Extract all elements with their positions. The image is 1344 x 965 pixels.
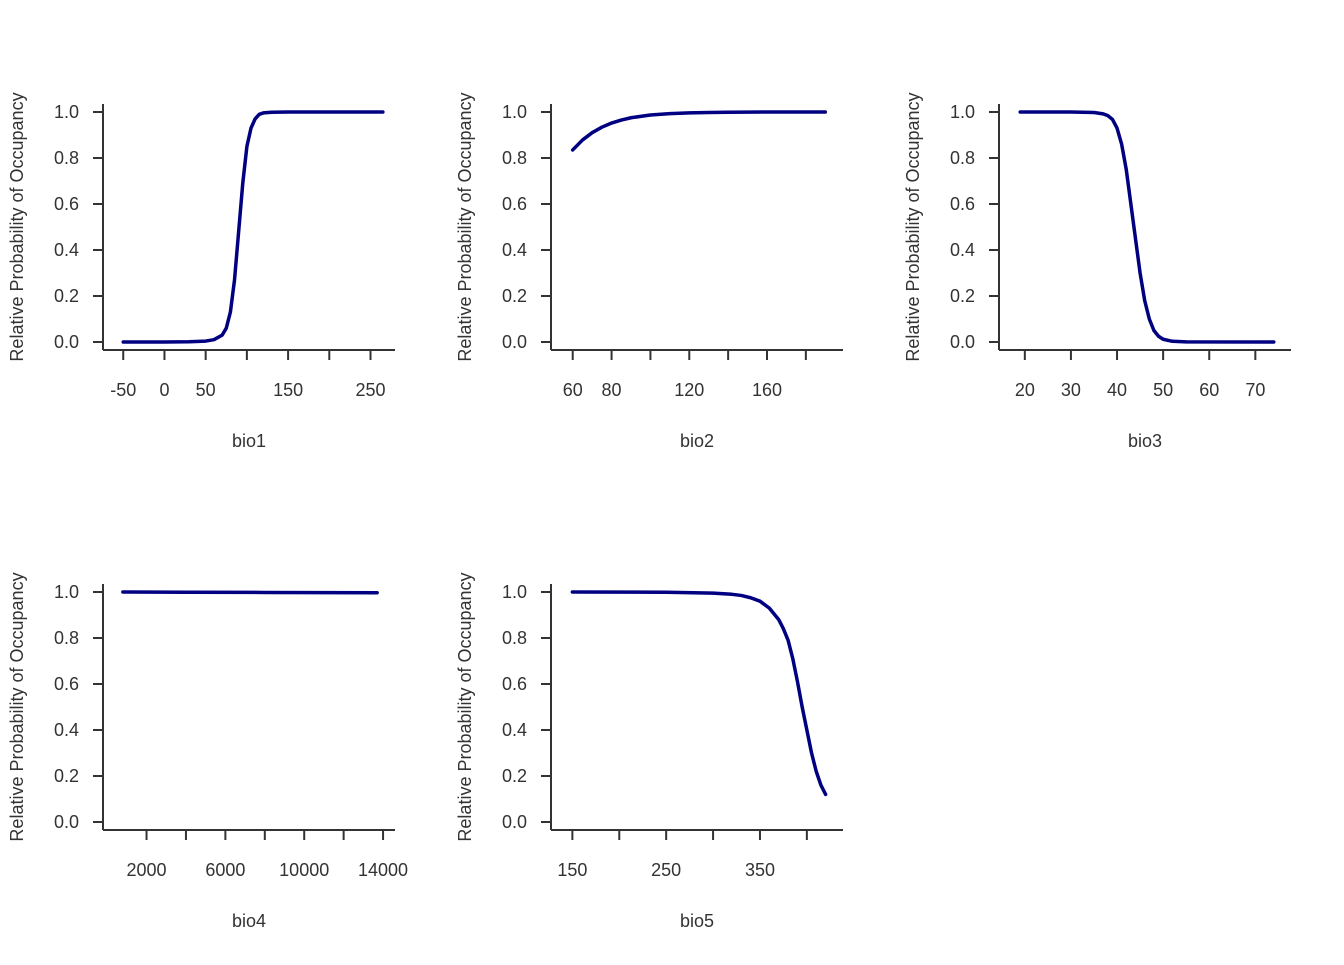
y-tick-label: 0.2	[502, 766, 527, 786]
response-curve	[570, 110, 828, 152]
x-tick-label: 14000	[358, 860, 408, 880]
y-tick-label: 0.2	[54, 766, 79, 786]
y-tick-label: 1.0	[502, 582, 527, 602]
x-tick-label: 120	[674, 380, 704, 400]
x-axis-title: bio4	[232, 911, 266, 931]
x-axis-title: bio5	[680, 911, 714, 931]
y-tick-label: 0.8	[54, 628, 79, 648]
x-tick-label: 60	[1199, 380, 1219, 400]
y-tick-label: 0.6	[950, 194, 975, 214]
response-curve	[570, 590, 828, 797]
y-tick-label: 0.0	[502, 812, 527, 832]
x-tick-label: 50	[196, 380, 216, 400]
x-tick-label: 250	[651, 860, 681, 880]
x-tick-label: 80	[602, 380, 622, 400]
x-tick-label: 20	[1015, 380, 1035, 400]
y-tick-label: 0.4	[54, 240, 79, 260]
x-tick-label: 50	[1153, 380, 1173, 400]
y-axis-title: Relative Probability of Occupancy	[455, 572, 475, 841]
y-tick-label: 0.8	[502, 148, 527, 168]
x-tick-label: 6000	[205, 860, 245, 880]
y-tick-label: 0.0	[950, 332, 975, 352]
x-axis-title: bio3	[1128, 431, 1162, 451]
x-tick-label: -50	[110, 380, 136, 400]
x-tick-label: 2000	[127, 860, 167, 880]
x-axis-title: bio1	[232, 431, 266, 451]
y-tick-label: 0.0	[502, 332, 527, 352]
y-axis-title: Relative Probability of Occupancy	[7, 92, 27, 361]
y-tick-label: 0.0	[54, 812, 79, 832]
x-tick-label: 150	[273, 380, 303, 400]
response-curve	[121, 590, 379, 595]
y-tick-label: 0.0	[54, 332, 79, 352]
x-tick-label: 30	[1061, 380, 1081, 400]
y-tick-label: 0.6	[54, 674, 79, 694]
y-tick-label: 0.4	[950, 240, 975, 260]
y-tick-label: 0.6	[502, 194, 527, 214]
x-tick-label: 250	[355, 380, 385, 400]
y-tick-label: 0.6	[502, 674, 527, 694]
x-axis-title: bio2	[680, 431, 714, 451]
response-curve	[121, 110, 385, 344]
y-axis-title: Relative Probability of Occupancy	[903, 92, 923, 361]
y-tick-label: 0.4	[54, 720, 79, 740]
y-tick-label: 0.6	[54, 194, 79, 214]
x-tick-label: 150	[557, 860, 587, 880]
y-axis-title: Relative Probability of Occupancy	[455, 92, 475, 361]
y-tick-label: 1.0	[54, 582, 79, 602]
y-tick-label: 0.2	[950, 286, 975, 306]
y-tick-label: 0.2	[502, 286, 527, 306]
y-tick-label: 0.8	[54, 148, 79, 168]
y-tick-label: 1.0	[54, 102, 79, 122]
x-tick-label: 350	[745, 860, 775, 880]
x-tick-label: 40	[1107, 380, 1127, 400]
x-tick-label: 10000	[279, 860, 329, 880]
y-tick-label: 0.8	[502, 628, 527, 648]
response-curve	[1018, 110, 1276, 344]
x-tick-label: 70	[1245, 380, 1265, 400]
y-tick-label: 0.8	[950, 148, 975, 168]
x-tick-label: 60	[563, 380, 583, 400]
x-tick-label: 0	[159, 380, 169, 400]
y-tick-label: 1.0	[950, 102, 975, 122]
y-tick-label: 0.4	[502, 720, 527, 740]
y-axis-title: Relative Probability of Occupancy	[7, 572, 27, 841]
y-tick-label: 1.0	[502, 102, 527, 122]
y-tick-label: 0.2	[54, 286, 79, 306]
x-tick-label: 160	[752, 380, 782, 400]
y-tick-label: 0.4	[502, 240, 527, 260]
